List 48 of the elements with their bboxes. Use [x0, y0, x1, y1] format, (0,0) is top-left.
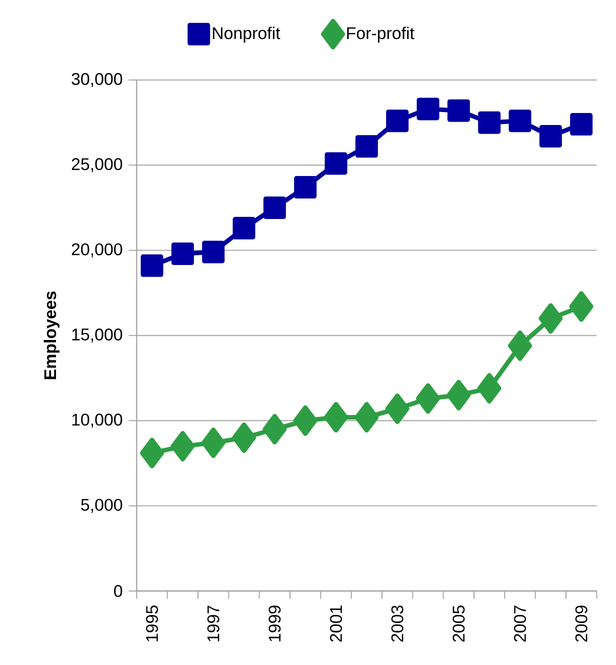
point: [569, 291, 594, 322]
x-tick-label: 2007: [514, 606, 526, 642]
x-tick-label: 2001: [330, 606, 342, 642]
y-tick-label: 30,000: [72, 72, 122, 87]
y-tick-label: 5,000: [81, 498, 122, 513]
point: [478, 111, 501, 134]
point: [170, 430, 195, 462]
point: [386, 110, 409, 132]
point: [385, 393, 410, 424]
legend-label: For-profit: [347, 26, 414, 43]
y-tick-label: 15,000: [72, 328, 122, 342]
point: [140, 254, 164, 277]
point: [354, 402, 379, 433]
point: [570, 113, 593, 136]
point: [201, 428, 226, 458]
point: [140, 438, 164, 468]
y-axis-title: Employees: [44, 291, 60, 380]
point: [446, 380, 471, 410]
x-tick-label: 1995: [146, 606, 158, 642]
x-tick-label: 1999: [268, 606, 281, 642]
y-tick-label: 0: [114, 584, 122, 597]
y-tick-label: 20,000: [72, 243, 122, 258]
point: [355, 135, 378, 158]
point: [262, 414, 287, 444]
x-tick-label: 2003: [391, 606, 404, 642]
x-tick-label: 1997: [207, 606, 220, 642]
y-tick-label: 10,000: [72, 414, 122, 428]
point: [477, 373, 502, 404]
point: [232, 216, 256, 240]
point: [294, 176, 317, 199]
point: [508, 110, 532, 132]
point: [508, 330, 532, 361]
point: [447, 99, 470, 122]
point: [293, 405, 318, 436]
point: [324, 152, 348, 175]
point: [324, 402, 348, 433]
point: [202, 240, 225, 264]
point: [539, 124, 562, 148]
point: [232, 422, 256, 453]
point: [171, 242, 194, 265]
point: [263, 196, 286, 219]
x-tick-label: 2005: [452, 606, 465, 642]
point: [538, 303, 563, 334]
x-tick-label: 2009: [575, 606, 588, 642]
y-tick-label: 25,000: [72, 158, 122, 172]
point: [416, 98, 440, 120]
point: [416, 383, 440, 414]
legend-label: Nonprofit: [212, 26, 280, 43]
